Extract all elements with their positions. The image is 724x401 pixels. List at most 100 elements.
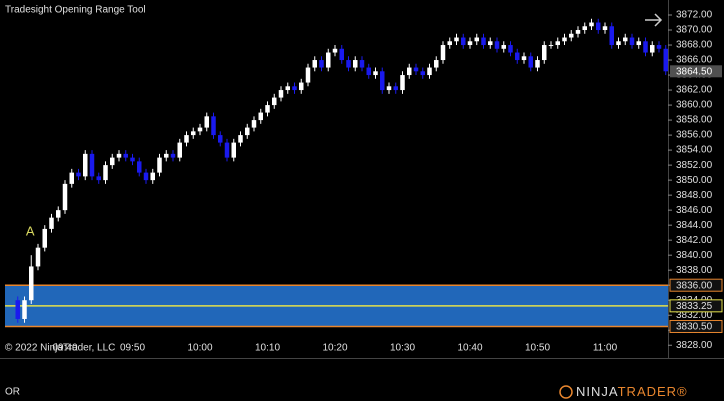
y-tick-label: 3846.00 [676, 205, 713, 216]
candle-body [184, 135, 189, 143]
logo: NINJATRADER® [576, 384, 688, 399]
candle-body [191, 131, 196, 136]
y-tick-label: 3850.00 [676, 175, 713, 186]
y-tick-label: 3838.00 [676, 265, 713, 276]
candle-body [29, 266, 34, 301]
candle-body [89, 153, 95, 177]
range-price-box [669, 319, 723, 333]
candle-body [312, 60, 317, 68]
candle-body [238, 135, 243, 143]
candle-body [231, 142, 236, 158]
candle-body [251, 120, 257, 128]
logo-part: TRADER® [618, 384, 688, 399]
candle-body [515, 52, 520, 61]
candle-body [299, 82, 304, 91]
candle-body [447, 41, 452, 46]
candle-body [83, 153, 88, 177]
candle-body [285, 86, 290, 91]
candle-body [177, 142, 182, 158]
candle-body [609, 26, 614, 46]
range-price-box [669, 299, 723, 313]
candle-body [589, 22, 594, 27]
range-price-box [669, 278, 723, 292]
x-tick-label: 10:10 [255, 343, 280, 354]
candle-body [440, 45, 446, 61]
candle-body [197, 127, 203, 132]
candle-body [407, 67, 412, 76]
y-tick-label: 3840.00 [676, 250, 713, 261]
y-tick-label: 3854.00 [676, 145, 713, 156]
candle-body [663, 48, 668, 72]
candle-body [528, 56, 533, 68]
candle-body [582, 26, 587, 31]
candle-body [366, 67, 371, 76]
candle-body [326, 52, 331, 68]
y-tick-label: 3856.00 [676, 130, 713, 141]
y-tick-label: 3858.00 [676, 115, 713, 126]
y-tick-label: 3860.00 [676, 100, 713, 111]
x-tick-label: 10:50 [525, 343, 550, 354]
candle-body [488, 41, 493, 46]
candle-body [218, 135, 223, 143]
candle-body [413, 67, 419, 72]
candle-body [548, 45, 554, 47]
candle-body [76, 172, 81, 177]
x-tick-label: 10:20 [322, 343, 347, 354]
candle-body [42, 228, 47, 248]
candle-body [616, 41, 621, 46]
candle-body [319, 60, 324, 68]
x-tick-label: 09:40 [52, 343, 77, 354]
candle-body [535, 60, 540, 68]
candle-body [393, 86, 398, 91]
candle-body [123, 153, 128, 158]
logo-part: NINJA [576, 384, 618, 399]
y-tick-label: 3832.00 [676, 310, 713, 321]
candle-body [204, 116, 209, 128]
candle-body [474, 37, 479, 42]
y-tick-label: 3870.00 [676, 25, 713, 36]
candle-body [542, 45, 547, 61]
candle-body [461, 37, 466, 46]
candle-body [22, 300, 27, 319]
candle-body [265, 105, 270, 113]
range-tab: OR [5, 387, 20, 398]
y-tick-label: 3862.00 [676, 85, 713, 96]
y-tick-label: 3844.00 [676, 220, 713, 231]
candle-body [339, 48, 344, 61]
last-price-label: 3864.50 [676, 66, 713, 77]
chart-title: Tradesight Opening Range Tool [5, 5, 146, 16]
copyright: © 2022 NinjaTrader, LLC [5, 343, 115, 354]
candle-body [69, 172, 74, 184]
x-tick-label: 09:50 [120, 343, 145, 354]
range-price-label: 3830.50 [676, 322, 713, 333]
y-tick-label: 3848.00 [676, 190, 713, 201]
candle-body [62, 183, 68, 211]
y-tick-label: 3842.00 [676, 235, 713, 246]
logo-icon [559, 385, 573, 399]
candle-body [494, 41, 500, 49]
candle-body [596, 22, 601, 31]
nav-arrow[interactable] [645, 13, 663, 27]
x-tick-label: 10:30 [390, 343, 415, 354]
candle-body [130, 157, 135, 162]
candle-body [137, 161, 142, 173]
candle-body [454, 37, 459, 42]
y-tick-label: 3852.00 [676, 160, 713, 171]
candle-body [258, 112, 263, 121]
candle-body [656, 45, 662, 49]
candle-body [35, 247, 41, 267]
candle-body [224, 142, 230, 158]
candle-body [427, 67, 432, 76]
candle-body [170, 153, 176, 158]
candle-body [373, 71, 378, 76]
candle-body [292, 86, 297, 91]
candle-body [629, 37, 635, 46]
candle-body [602, 26, 608, 31]
candle-body [245, 127, 250, 136]
x-tick-label: 10:00 [187, 343, 212, 354]
candle-body [96, 176, 101, 181]
candle-body [103, 165, 108, 181]
candle-body [49, 217, 54, 229]
y-tick-label: 3828.00 [676, 340, 713, 351]
